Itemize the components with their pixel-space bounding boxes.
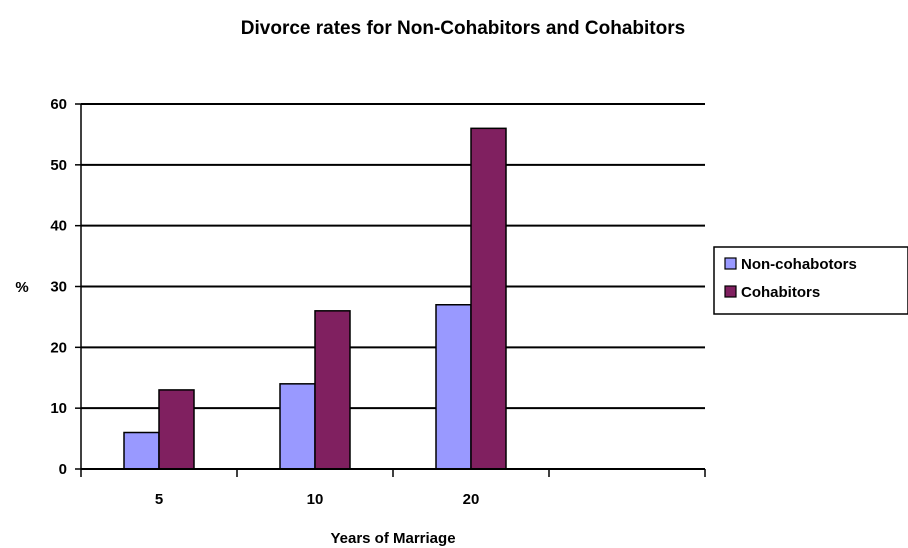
y-tick-label: 60 xyxy=(50,96,67,113)
y-tick-labels: 0 10 20 30 40 50 60 xyxy=(50,96,67,478)
y-tick-label: 50 xyxy=(50,157,67,174)
legend: Non-cohabotors Cohabitors xyxy=(713,246,908,315)
legend-swatch xyxy=(724,257,737,270)
y-tick-label: 20 xyxy=(50,339,67,356)
x-axis-label: Years of Marriage xyxy=(330,530,455,547)
y-tick-label: 10 xyxy=(50,400,67,417)
bar xyxy=(279,383,316,470)
bar xyxy=(123,431,160,470)
chart-title: Divorce rates for Non-Cohabitors and Coh… xyxy=(241,18,685,39)
axes xyxy=(75,103,706,477)
gridlines xyxy=(81,103,705,410)
legend-swatch xyxy=(724,285,737,298)
y-tick-label: 30 xyxy=(50,279,67,296)
x-tick-labels: 5 10 20 xyxy=(155,491,480,508)
x-tick-label: 20 xyxy=(463,491,480,508)
bar xyxy=(158,389,195,470)
legend-entry: Non-cohabotors xyxy=(741,256,857,273)
bar xyxy=(435,304,472,470)
legend-box xyxy=(713,246,908,315)
y-tick-label: 0 xyxy=(59,461,67,478)
x-tick-label: 5 xyxy=(155,491,163,508)
y-axis-label: % xyxy=(15,279,28,296)
bar xyxy=(470,127,507,470)
legend-entry: Cohabitors xyxy=(741,284,820,301)
x-tick-label: 10 xyxy=(307,491,324,508)
bars xyxy=(123,127,507,470)
bar xyxy=(314,310,351,470)
y-tick-label: 40 xyxy=(50,218,67,235)
